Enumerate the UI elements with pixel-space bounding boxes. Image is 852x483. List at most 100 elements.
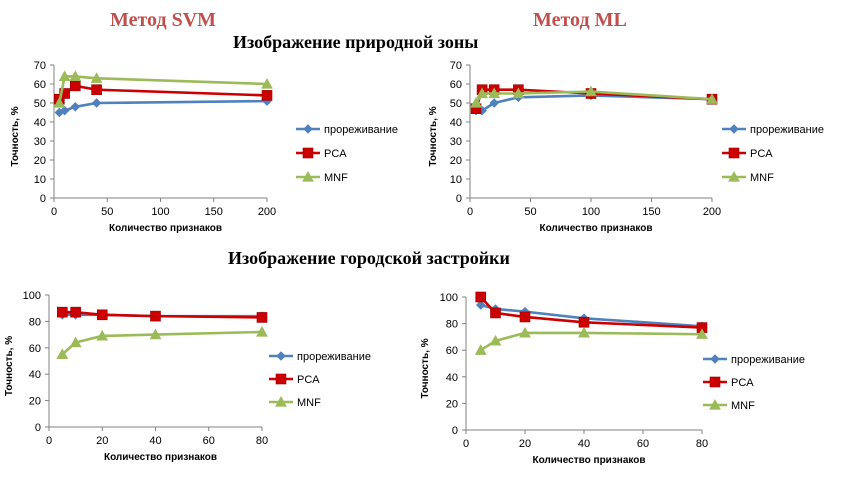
data-point-pca [91, 84, 102, 95]
data-point-mnf [519, 326, 531, 338]
data-point-pca [475, 291, 487, 303]
y-tick-label: 50 [450, 98, 462, 110]
x-axis-label: Количество признаков [539, 223, 652, 234]
legend-marker-pca [709, 376, 721, 388]
data-point-mnf [470, 96, 482, 108]
y-tick-label: 70 [450, 60, 462, 72]
x-tick-label: 50 [101, 206, 113, 218]
y-tick-label: 40 [34, 117, 46, 129]
y-tick-label: 20 [446, 398, 458, 410]
data-point-thinning [489, 98, 499, 108]
x-tick-label: 50 [524, 206, 536, 218]
y-tick-label: 10 [34, 174, 46, 186]
data-point-mnf [96, 329, 109, 341]
data-point-mnf [90, 72, 103, 83]
y-tick-label: 0 [35, 422, 41, 434]
x-tick-label: 40 [149, 435, 161, 447]
y-tick-label: 40 [29, 369, 41, 381]
x-tick-label: 150 [642, 206, 660, 218]
x-tick-label: 100 [151, 206, 169, 218]
legend-label-pca: PCA [731, 377, 754, 389]
x-tick-label: 60 [203, 435, 215, 447]
data-point-thinning [59, 105, 70, 116]
data-point-pca [96, 309, 108, 321]
y-tick-label: 80 [446, 319, 458, 331]
x-tick-label: 200 [258, 206, 276, 218]
y-tick-label: 20 [34, 155, 46, 167]
data-point-mnf [149, 328, 162, 340]
section-urban-title: Изображение городской застройки [228, 248, 510, 268]
legend-marker-mnf [302, 170, 314, 182]
method-svm-title: Метод SVM [110, 9, 217, 31]
legend-marker-pca [302, 147, 314, 159]
data-point-pca [519, 311, 531, 323]
x-tick-label: 20 [519, 438, 531, 450]
data-point-mnf [69, 336, 82, 348]
y-tick-label: 80 [29, 316, 41, 328]
x-axis-label: Количество признаков [109, 223, 222, 234]
data-point-mnf [476, 87, 489, 99]
x-tick-label: 80 [256, 435, 268, 447]
y-tick-label: 30 [34, 136, 46, 148]
x-tick-label: 20 [96, 435, 108, 447]
legend-label-thinning: прореживание [750, 124, 824, 136]
legend-label-thinning: прореживание [324, 124, 398, 136]
legend-marker-thinning [710, 354, 720, 364]
legend-marker-mnf [709, 398, 721, 410]
x-tick-label: 0 [463, 438, 469, 450]
y-tick-label: 100 [440, 292, 458, 304]
legend-label-pca: PCA [750, 148, 773, 160]
x-tick-label: 200 [703, 206, 721, 218]
y-tick-label: 50 [34, 98, 46, 110]
y-tick-label: 60 [29, 343, 41, 355]
data-point-pca [150, 310, 161, 322]
y-tick-label: 70 [34, 60, 46, 72]
legend-marker-thinning [303, 124, 313, 134]
legend-label-thinning: прореживание [731, 354, 805, 366]
data-point-mnf [488, 87, 501, 99]
data-point-mnf [512, 87, 525, 99]
data-point-mnf [256, 325, 268, 337]
y-axis-label: Точность, % [10, 106, 21, 166]
data-point-mnf [696, 328, 708, 339]
legend-marker-mnf [275, 395, 287, 407]
legend-marker-mnf [728, 170, 740, 182]
x-tick-label: 60 [637, 438, 649, 450]
method-ml-title: Метод ML [533, 9, 627, 31]
data-point-pca [578, 316, 590, 328]
legend-marker-thinning [276, 351, 286, 361]
y-tick-label: 40 [446, 372, 458, 384]
y-tick-label: 0 [40, 193, 46, 205]
x-axis-label: Количество признаков [104, 452, 217, 463]
y-tick-label: 60 [450, 79, 462, 91]
x-axis-label: Количество признаков [532, 455, 645, 466]
data-point-mnf [58, 70, 71, 82]
data-point-mnf [489, 334, 502, 346]
data-point-thinning [70, 102, 81, 112]
data-point-mnf [474, 344, 487, 355]
data-point-pca [256, 312, 268, 323]
y-tick-label: 60 [34, 79, 46, 91]
y-axis-label: Точность, % [4, 336, 15, 396]
y-axis-label: Точность, % [428, 106, 439, 166]
data-point-pca [57, 306, 68, 318]
data-point-mnf [56, 348, 69, 360]
data-point-thinning [91, 98, 102, 108]
y-tick-label: 100 [23, 290, 41, 302]
legend-label-mnf: MNF [297, 397, 321, 409]
x-tick-label: 40 [578, 438, 590, 450]
data-point-mnf [706, 93, 718, 104]
data-point-mnf [585, 85, 597, 97]
legend-label-mnf: MNF [731, 400, 755, 412]
section-natural-title: Изображение природной зоны [233, 32, 479, 52]
series-line-mnf [480, 331, 703, 352]
data-point-pca [490, 307, 501, 319]
legend-marker-thinning [729, 124, 739, 134]
x-tick-label: 100 [582, 206, 600, 218]
data-point-mnf [69, 70, 82, 82]
y-tick-label: 0 [452, 425, 458, 437]
y-tick-label: 60 [446, 345, 458, 357]
